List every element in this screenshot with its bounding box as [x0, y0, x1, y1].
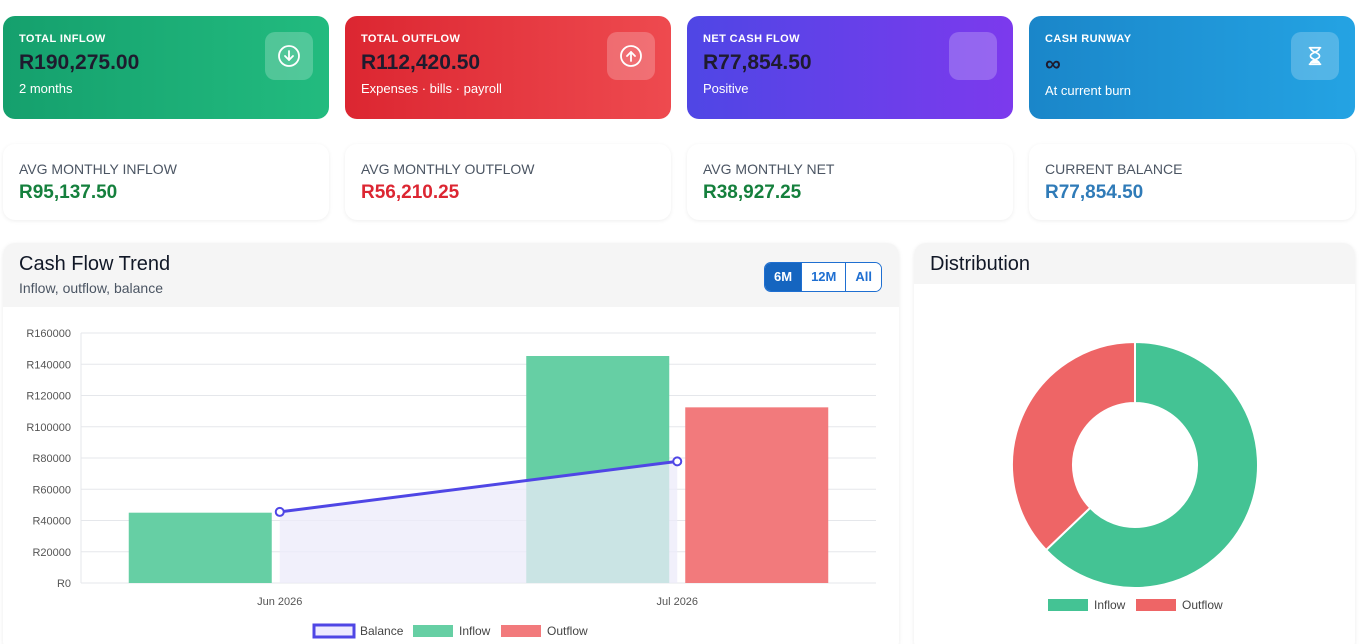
inflow-bar	[128, 512, 272, 583]
range-all-button[interactable]: All	[845, 263, 881, 291]
panel-header: Distribution	[914, 243, 1355, 284]
avg-value: R56,210.25	[361, 182, 460, 203]
panel-subtitle: Inflow, outflow, balance	[19, 280, 163, 296]
legend-label: Balance	[360, 624, 404, 638]
kpi-value: R190,275.00	[19, 51, 140, 74]
net-cash-flow-card: NET CASH FLOW R77,854.50 Positive	[687, 16, 1013, 119]
kpi-label: TOTAL OUTFLOW	[361, 33, 461, 45]
panel-title: Distribution	[930, 253, 1031, 275]
hourglass-icon	[1291, 32, 1339, 80]
outflow-bar	[685, 407, 829, 583]
avg-value: R77,854.50	[1045, 182, 1144, 203]
kpi-value: ∞	[1045, 51, 1061, 76]
y-tick-label: R20000	[32, 547, 71, 559]
legend-swatch	[1048, 599, 1088, 611]
blank-icon	[949, 32, 997, 80]
y-tick-label: R60000	[32, 484, 71, 496]
total-inflow-card: TOTAL INFLOW R190,275.00 2 months	[3, 16, 329, 119]
inflow-slice	[1044, 340, 1259, 589]
arrow-up-circle-icon	[607, 32, 655, 80]
legend-swatch	[1136, 599, 1176, 611]
kpi-label: TOTAL INFLOW	[19, 33, 106, 45]
kpi-sub: Expenses · bills · payroll	[361, 81, 502, 96]
legend-label: Inflow	[1094, 598, 1126, 612]
cash-runway-card: CASH RUNWAY ∞ At current burn	[1029, 16, 1355, 119]
x-tick-label: Jun 2026	[257, 596, 302, 608]
cash-flow-trend-panel: Cash Flow Trend Inflow, outflow, balance…	[3, 243, 899, 644]
distribution-donut-chart: Inflow Outflow	[1011, 340, 1259, 612]
balance-area	[279, 461, 678, 583]
legend-label: Inflow	[459, 624, 491, 638]
kpi-label: NET CASH FLOW	[703, 33, 800, 45]
range-selector: 6M 12M All	[764, 262, 882, 292]
kpi-value: R112,420.50	[361, 51, 481, 74]
cash-flow-trend-chart: R0 R20000 R40000 R60000 R80000 R100000 R120000…	[26, 328, 876, 639]
avg-label: AVG MONTHLY NET	[703, 161, 835, 177]
avg-value: R95,137.50	[19, 182, 118, 203]
avg-monthly-inflow-card: AVG MONTHLY INFLOW R95,137.50	[3, 144, 329, 220]
legend-swatch	[501, 625, 541, 637]
balance-point	[274, 506, 285, 517]
x-tick-label: Jul 2026	[656, 596, 698, 608]
y-tick-label: R40000	[32, 516, 71, 528]
y-tick-label: R160000	[26, 328, 71, 340]
arrow-down-circle-icon	[265, 32, 313, 80]
total-outflow-card: TOTAL OUTFLOW R112,420.50 Expenses · bil…	[345, 16, 671, 119]
kpi-sub: 2 months	[19, 81, 73, 96]
legend-label: Outflow	[547, 624, 588, 638]
avg-label: CURRENT BALANCE	[1045, 161, 1183, 177]
range-12m-button[interactable]: 12M	[801, 263, 846, 291]
range-6m-button[interactable]: 6M	[765, 263, 802, 291]
kpi-label: CASH RUNWAY	[1045, 33, 1132, 45]
y-tick-label: R100000	[26, 422, 71, 434]
kpi-value: R77,854.50	[703, 51, 812, 74]
legend-swatch	[312, 623, 356, 639]
balance-line	[279, 459, 678, 514]
y-tick-label: R80000	[32, 453, 71, 465]
y-tick-label: R0	[57, 578, 71, 590]
outflow-slice	[1011, 340, 1136, 552]
current-balance-card: CURRENT BALANCE R77,854.50	[1029, 144, 1355, 220]
kpi-sub: Positive	[703, 81, 749, 96]
legend-label: Outflow	[1182, 598, 1223, 612]
avg-value: R38,927.25	[703, 182, 802, 203]
legend-swatch	[413, 625, 453, 637]
distribution-panel: Distribution Inflow Outflow	[914, 243, 1355, 644]
avg-label: AVG MONTHLY OUTFLOW	[361, 161, 535, 177]
avg-monthly-net-card: AVG MONTHLY NET R38,927.25	[687, 144, 1013, 220]
panel-header: Cash Flow Trend Inflow, outflow, balance…	[3, 243, 899, 307]
avg-label: AVG MONTHLY INFLOW	[19, 161, 177, 177]
y-tick-label: R140000	[26, 359, 71, 371]
y-tick-label: R120000	[26, 391, 71, 403]
avg-monthly-outflow-card: AVG MONTHLY OUTFLOW R56,210.25	[345, 144, 671, 220]
panel-title: Cash Flow Trend	[19, 253, 171, 275]
balance-point	[672, 456, 683, 467]
kpi-sub: At current burn	[1045, 83, 1131, 98]
